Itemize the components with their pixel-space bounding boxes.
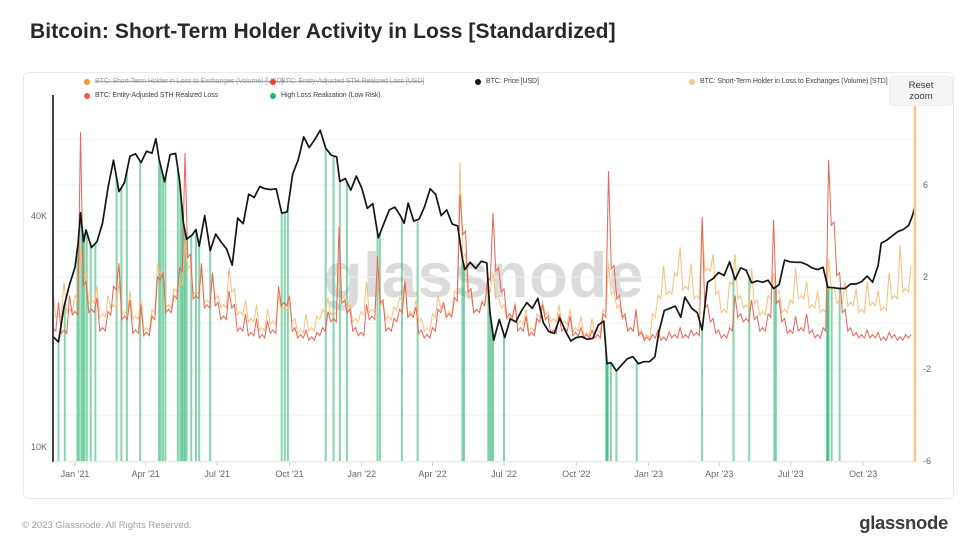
legend-label: BTC: Short-Term Holder in Loss to Exchan…	[95, 78, 284, 85]
copyright-text: © 2023 Glassnode. All Rights Reserved.	[22, 520, 192, 531]
legend-marker-icon	[689, 78, 695, 85]
legend-marker-icon	[270, 78, 276, 85]
legend-label: BTC: Entity-Adjusted STH Realized Loss […	[281, 78, 425, 85]
x-tick-label: Jul '23	[778, 469, 804, 479]
legend-item-high-loss-realization[interactable]: High Loss Realization (Low Risk)	[270, 92, 381, 99]
y-left-tick-label: 40K	[31, 211, 47, 221]
legend-marker-icon	[84, 92, 90, 99]
y-right-tick-label: 6	[923, 180, 928, 190]
x-tick-label: Apr '23	[705, 469, 733, 479]
legend-item-sth-realized-loss-usd[interactable]: BTC: Entity-Adjusted STH Realized Loss […	[270, 78, 424, 85]
x-tick-label: Jul '21	[204, 469, 230, 479]
x-tick-label: Apr '22	[418, 469, 446, 479]
y-right-tick-label: -6	[923, 456, 931, 466]
x-tick-label: Oct '23	[849, 469, 877, 479]
x-tick-label: Oct '21	[275, 469, 303, 479]
y-left-tick-label: 10K	[31, 442, 47, 452]
legend-item-sth-realized-loss[interactable]: BTC: Entity-Adjusted STH Realized Loss	[84, 92, 218, 99]
legend-item-sth-loss-to-exchanges-std[interactable]: BTC: Short-Term Holder in Loss to Exchan…	[689, 78, 888, 85]
x-tick-label: Jan '21	[61, 469, 90, 479]
legend-label: BTC: Short-Term Holder in Loss to Exchan…	[700, 78, 888, 85]
x-tick-label: Apr '21	[132, 469, 160, 479]
sth-in-loss-to-exchanges-std-line	[52, 162, 912, 340]
x-tick-label: Oct '22	[562, 469, 590, 479]
btc-price-line	[52, 129, 916, 372]
legend-marker-icon	[270, 92, 276, 99]
reset-zoom-button[interactable]: Reset zoom	[889, 76, 953, 106]
legend-item-sth-loss-to-exchanges-usd[interactable]: BTC: Short-Term Holder in Loss to Exchan…	[84, 78, 283, 85]
x-tick-label: Jan '22	[347, 469, 376, 479]
legend-item-btc-price[interactable]: BTC: Price [USD]	[475, 78, 539, 85]
sth-realized-loss-line	[52, 132, 912, 342]
legend-label: BTC: Entity-Adjusted STH Realized Loss	[95, 92, 219, 99]
glassnode-logo: glassnode	[859, 512, 948, 533]
page-title: Bitcoin: Short-Term Holder Activity in L…	[30, 20, 616, 43]
y-right-tick-label: 2	[923, 272, 928, 282]
legend-marker-icon	[475, 78, 481, 85]
legend-label: High Loss Realization (Low Risk)	[281, 92, 381, 99]
x-tick-label: Jan '23	[634, 469, 663, 479]
legend-marker-icon	[84, 78, 90, 85]
x-tick-label: Jul '22	[491, 469, 517, 479]
y-right-tick-label: -2	[923, 364, 931, 374]
legend-label: BTC: Price [USD]	[486, 78, 539, 85]
